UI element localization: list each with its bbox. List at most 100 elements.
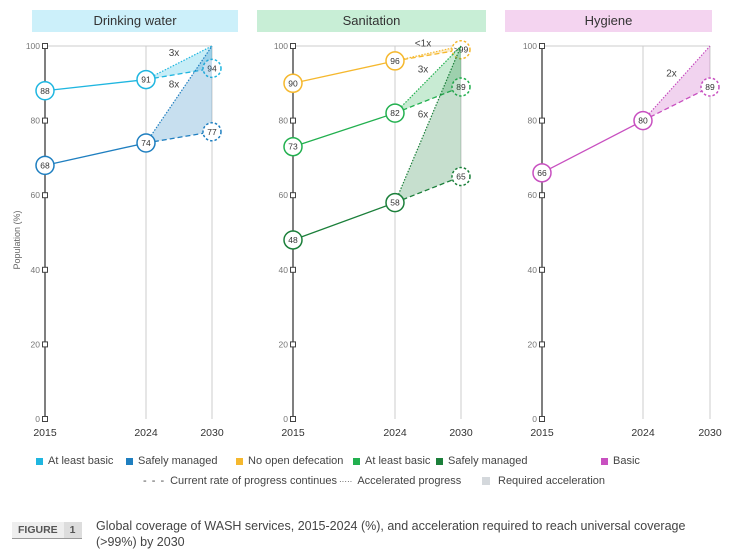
data-point xyxy=(136,69,156,90)
data-label: 68 xyxy=(40,160,50,170)
current-rate-line xyxy=(642,86,711,122)
series-line xyxy=(292,202,396,241)
legend-swatch xyxy=(236,457,243,465)
legend-label: At least basic xyxy=(48,455,114,467)
projected-label: 89 xyxy=(456,82,466,92)
data-point xyxy=(633,110,653,131)
legend-swatch xyxy=(353,457,360,465)
projected-point xyxy=(451,39,471,60)
y-tick-mark xyxy=(290,43,296,49)
y-tick-mark xyxy=(290,192,296,199)
x-tick-label: 2024 xyxy=(631,427,655,439)
panel-title: Drinking water xyxy=(93,13,177,28)
multiplier-label: 8x xyxy=(169,79,180,90)
panel-header xyxy=(257,10,486,32)
data-label: 90 xyxy=(288,78,298,88)
y-tick-label: 80 xyxy=(528,116,538,126)
legend-item: At least basic xyxy=(353,455,430,467)
legend-item: Safely managed xyxy=(436,455,528,467)
legend-swatch xyxy=(482,477,490,485)
projected-point xyxy=(700,77,720,97)
legend-label: Basic xyxy=(613,455,640,467)
y-tick-mark xyxy=(539,117,545,124)
data-label: 48 xyxy=(288,235,298,245)
y-tick-mark xyxy=(539,341,545,348)
y-tick-label: 100 xyxy=(523,41,537,51)
legend-item: At least basic xyxy=(36,455,113,467)
projected-point xyxy=(202,122,222,142)
y-tick-mark xyxy=(290,266,296,273)
projected-point xyxy=(202,58,222,79)
x-tick-label: 2015 xyxy=(281,427,305,439)
y-tick-mark xyxy=(290,341,296,348)
multiplier-label: 6x xyxy=(418,109,429,120)
legend-required: Required acceleration xyxy=(482,475,605,487)
data-label: 88 xyxy=(40,86,50,96)
y-tick-label: 40 xyxy=(279,265,289,275)
y-tick-label: 0 xyxy=(35,414,40,424)
y-axis-label: Population (%) xyxy=(12,210,22,269)
projected-point xyxy=(451,77,471,97)
x-tick-label: 2030 xyxy=(698,427,722,439)
data-label: 73 xyxy=(288,142,298,152)
series-line xyxy=(44,142,147,166)
accelerated-line xyxy=(394,45,462,62)
legend-label: Safely managed xyxy=(138,455,218,467)
legend-label: At least basic xyxy=(365,455,431,467)
x-tick-label: 2015 xyxy=(530,427,554,439)
data-point xyxy=(35,81,55,101)
data-point xyxy=(136,133,156,153)
x-tick-label: 2024 xyxy=(134,427,158,439)
legend-label: Safely managed xyxy=(448,455,528,467)
multiplier-label: 2x xyxy=(666,68,677,79)
figure-word: FIGURE xyxy=(12,522,64,538)
data-label: 58 xyxy=(390,198,400,208)
figure-number: 1 xyxy=(63,522,82,538)
y-tick-mark xyxy=(42,43,48,49)
y-tick-mark xyxy=(539,192,545,199)
current-rate-line xyxy=(394,175,462,204)
panel-title: Hygiene xyxy=(585,13,633,28)
y-tick-label: 20 xyxy=(279,339,289,349)
y-tick-mark xyxy=(42,416,48,422)
data-label: 80 xyxy=(638,116,648,126)
y-tick-label: 80 xyxy=(279,116,289,126)
y-tick-label: 0 xyxy=(532,414,537,424)
panel-header xyxy=(32,10,238,32)
figure-label: FIGURE 1 xyxy=(12,522,82,539)
y-tick-label: 40 xyxy=(528,265,538,275)
legend-swatch xyxy=(601,457,608,465)
multiplier-label: 3x xyxy=(169,48,180,59)
current-rate-line xyxy=(145,67,213,81)
accelerated-line xyxy=(394,45,462,203)
series-line xyxy=(541,120,644,174)
series-line xyxy=(292,112,396,148)
data-point xyxy=(385,192,405,213)
y-tick-mark xyxy=(290,416,296,422)
y-tick-mark xyxy=(539,43,545,49)
y-tick-mark xyxy=(42,341,48,348)
legend-label: No open defecation xyxy=(248,455,344,467)
legend-label: Required acceleration xyxy=(498,475,606,487)
multiplier-label: 3x xyxy=(418,65,429,76)
required-acceleration-area xyxy=(395,46,461,114)
current-rate-line xyxy=(394,86,462,114)
projected-label: 77 xyxy=(207,127,217,137)
y-tick-label: 60 xyxy=(528,190,538,200)
x-tick-label: 2024 xyxy=(383,427,407,439)
legend-swatch xyxy=(126,457,133,465)
accelerated-line xyxy=(394,45,462,114)
legend-label: Accelerated progress xyxy=(357,475,462,487)
data-point xyxy=(35,155,55,176)
y-tick-mark xyxy=(42,192,48,199)
y-tick-label: 20 xyxy=(528,339,538,349)
y-tick-label: 100 xyxy=(26,41,40,51)
data-label: 91 xyxy=(141,75,151,85)
projected-point xyxy=(451,166,471,187)
y-tick-label: 40 xyxy=(31,265,41,275)
data-point xyxy=(385,103,405,123)
legend-label: Current rate of progress continues xyxy=(170,475,338,487)
legend-current: - - - Current rate of progress continues xyxy=(143,475,337,487)
x-tick-label: 2030 xyxy=(200,427,224,439)
dotted-line-icon: ····· xyxy=(339,476,353,486)
